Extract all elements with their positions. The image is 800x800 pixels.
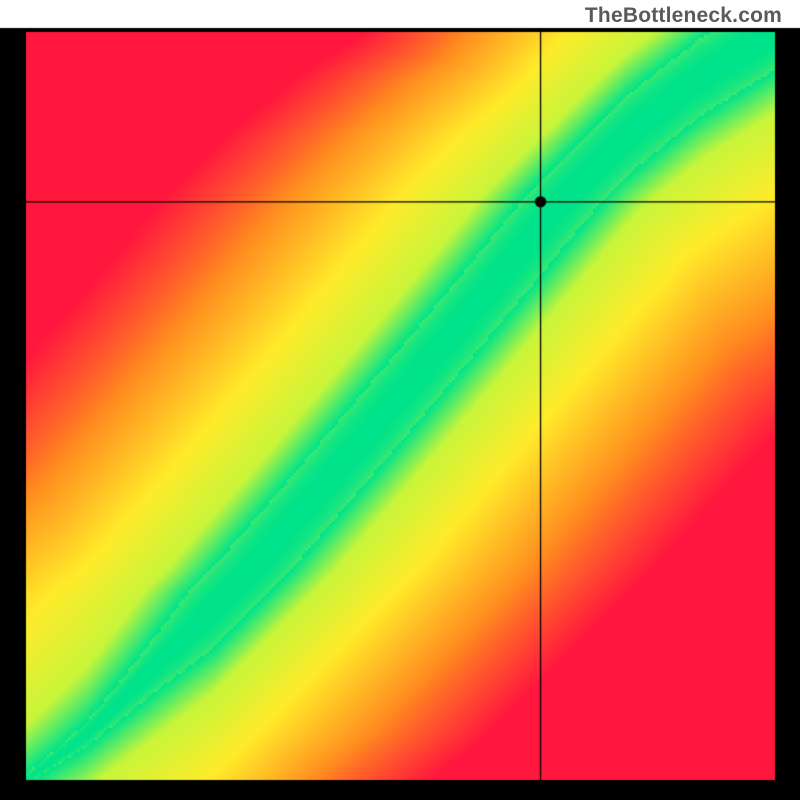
chart-container: TheBottleneck.com bbox=[0, 0, 800, 800]
heatmap-canvas bbox=[0, 0, 800, 800]
watermark-text: TheBottleneck.com bbox=[585, 4, 782, 28]
